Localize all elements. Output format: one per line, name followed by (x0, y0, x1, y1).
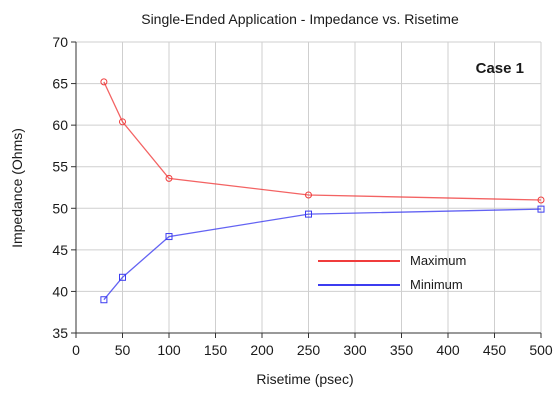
y-tick-label: 35 (52, 325, 68, 341)
maximum-data-point (165, 174, 173, 182)
x-tick-label: 150 (204, 342, 228, 358)
case-annotation: Case 1 (476, 60, 524, 77)
maximum-series-line (103, 81, 542, 201)
x-tick-label: 300 (343, 342, 367, 358)
minimum-data-point (305, 210, 312, 218)
x-tick-label: 400 (436, 342, 460, 358)
x-tick-label: 250 (297, 342, 321, 358)
y-tick-label: 65 (52, 76, 68, 92)
y-axis-label: Impedance (Ohms) (9, 128, 25, 248)
legend: Maximum Minimum (318, 253, 466, 292)
minimum-data-point (119, 273, 126, 281)
y-tick-label: 45 (52, 242, 68, 258)
y-tick-label: 60 (52, 117, 68, 133)
x-axis-label: Risetime (psec) (256, 371, 353, 387)
x-tick-label: 100 (157, 342, 181, 358)
maximum-data-point (305, 191, 312, 199)
minimum-data-point (537, 205, 545, 213)
x-tick-label: 350 (390, 342, 414, 358)
x-tick-label: 200 (250, 342, 274, 358)
tick-labels: 35 40 45 50 55 60 65 70 0 50 100 150 200 250 300 350 400… (52, 34, 552, 358)
chart-title: Single-Ended Application - Impedance vs.… (141, 11, 459, 27)
legend-label-minimum: Minimum (410, 277, 463, 292)
y-tick-label: 55 (52, 159, 68, 175)
y-tick-label: 50 (52, 200, 68, 216)
grid (76, 41, 542, 333)
minimum-data-point (100, 296, 108, 304)
minimum-series-line (103, 208, 542, 301)
x-tick-label: 500 (529, 342, 553, 358)
series-group (100, 78, 545, 304)
x-tick-label: 50 (115, 342, 131, 358)
minimum-data-point (165, 233, 173, 241)
maximum-data-point (100, 78, 108, 86)
x-tick-label: 0 (72, 342, 80, 358)
legend-label-maximum: Maximum (410, 253, 466, 268)
x-tick-label: 450 (483, 342, 507, 358)
y-tick-label: 40 (52, 283, 68, 299)
y-tick-label: 70 (52, 34, 68, 50)
maximum-data-point (119, 118, 126, 126)
axes (71, 41, 542, 338)
maximum-data-point (537, 196, 545, 204)
